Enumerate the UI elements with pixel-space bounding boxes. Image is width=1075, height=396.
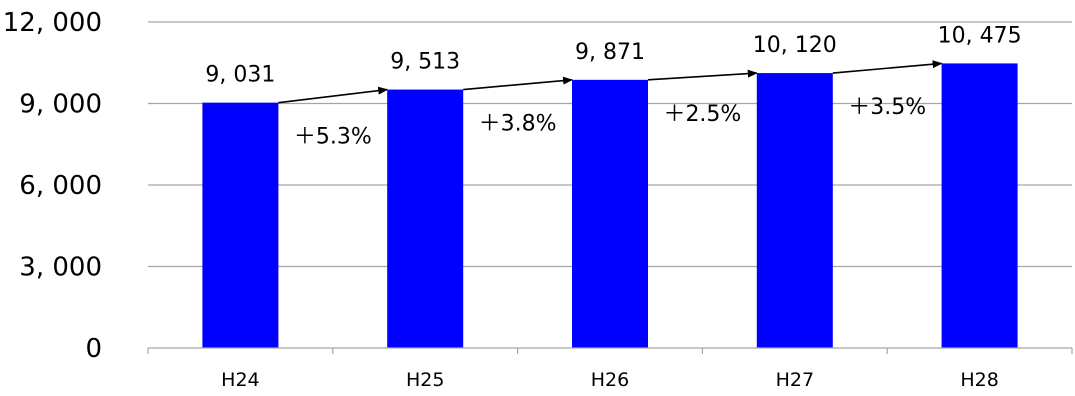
bar-h28	[941, 63, 1018, 348]
bar-h25	[387, 89, 464, 348]
growth-label: ＋3.5%	[848, 95, 926, 120]
x-axis	[147, 347, 1073, 354]
x-tick-label: H26	[591, 369, 629, 391]
growth-labels: ＋5.3% ＋3.8% ＋2.5% ＋3.5%	[294, 95, 926, 150]
bars	[202, 63, 1018, 348]
growth-label: ＋3.8%	[479, 112, 557, 137]
bar-h26	[572, 79, 648, 348]
x-axis-ticks: H24 H25 H26 H27 H28	[221, 369, 999, 391]
growth-arrow	[463, 76, 573, 91]
data-label: 9, 031	[205, 63, 275, 88]
bar-h24	[202, 102, 279, 348]
data-label: 9, 513	[390, 50, 460, 75]
data-label: 9, 871	[575, 40, 645, 65]
data-label: 10, 475	[938, 23, 1022, 48]
y-axis-ticks: 0 3, 000 6, 000 9, 000 12, 000	[3, 8, 102, 364]
x-tick-label: H24	[221, 369, 259, 391]
y-tick-label: 0	[85, 334, 102, 364]
x-tick-label: H28	[960, 369, 998, 391]
growth-label: ＋2.5%	[663, 102, 741, 127]
growth-arrow	[832, 60, 943, 74]
data-label: 10, 120	[753, 33, 837, 58]
growth-arrows	[278, 60, 943, 104]
y-tick-label: 3, 000	[19, 253, 102, 283]
y-tick-label: 9, 000	[19, 90, 102, 120]
x-tick-label: H27	[776, 369, 814, 391]
y-tick-label: 12, 000	[3, 8, 102, 38]
bar-h27	[756, 73, 833, 348]
data-labels: 9, 031 9, 513 9, 871 10, 120 10, 475	[205, 23, 1021, 87]
growth-arrow	[278, 86, 389, 104]
growth-arrow	[647, 69, 758, 81]
y-tick-label: 6, 000	[19, 171, 102, 201]
growth-label: ＋5.3%	[294, 125, 372, 150]
x-tick-label: H25	[406, 369, 444, 391]
